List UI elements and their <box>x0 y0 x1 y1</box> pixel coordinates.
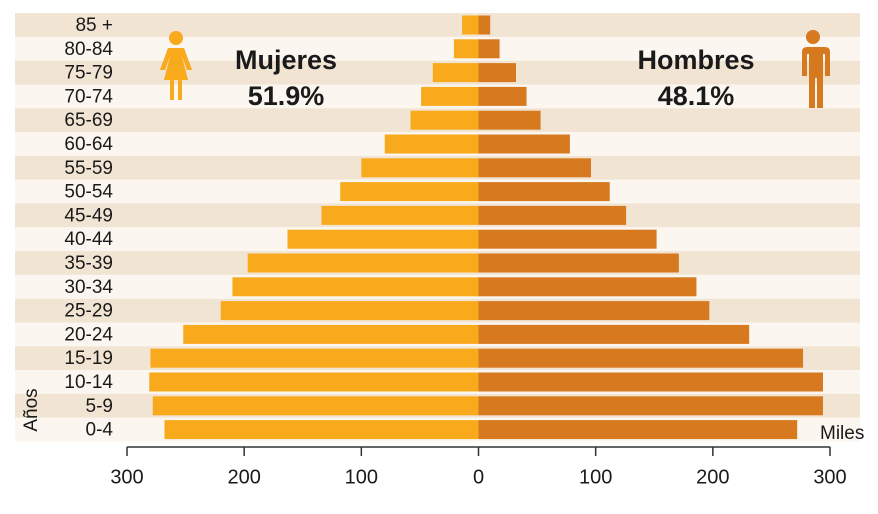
bar <box>410 110 479 130</box>
women-label: Mujeres <box>235 45 337 75</box>
x-tick-label: 100 <box>345 466 378 488</box>
bar <box>421 86 479 106</box>
row-stripe <box>15 13 860 37</box>
bar <box>340 182 479 202</box>
men-share: 48.1% <box>658 81 735 111</box>
bar <box>478 63 516 83</box>
category-label: 15-19 <box>64 348 113 369</box>
bar <box>287 229 479 249</box>
category-label: 70-74 <box>64 86 113 107</box>
bar <box>478 39 500 59</box>
category-label: 75-79 <box>64 63 113 84</box>
bar <box>478 420 798 440</box>
bar <box>247 253 479 273</box>
bar <box>220 301 479 321</box>
bar <box>152 396 479 416</box>
bar <box>478 182 610 202</box>
bar <box>453 39 479 59</box>
bar <box>478 158 591 178</box>
bar <box>478 15 491 35</box>
man-icon <box>801 30 830 108</box>
bar <box>361 158 479 178</box>
bar <box>478 396 823 416</box>
bar <box>384 134 479 154</box>
bar <box>462 15 479 35</box>
bar <box>150 348 479 368</box>
category-label: 30-34 <box>64 277 113 298</box>
category-label: 85 + <box>75 15 113 36</box>
x-tick-label: 100 <box>579 466 612 488</box>
category-label: 0-4 <box>86 420 114 441</box>
bar <box>478 372 823 392</box>
category-label: 35-39 <box>64 253 113 274</box>
category-label: 80-84 <box>64 39 113 60</box>
bar <box>478 134 570 154</box>
category-label: 45-49 <box>64 205 113 226</box>
category-label: 55-59 <box>64 158 113 179</box>
bar <box>478 324 750 344</box>
bar <box>478 301 710 321</box>
x-tick-label: 200 <box>227 466 260 488</box>
category-label: 50-54 <box>64 182 113 203</box>
row-stripe <box>15 36 860 61</box>
bar <box>478 86 527 106</box>
category-label: 65-69 <box>64 110 113 131</box>
bars <box>149 15 823 440</box>
bar <box>478 277 697 297</box>
bar <box>164 420 479 440</box>
category-label: 40-44 <box>64 229 113 250</box>
category-label: 25-29 <box>64 301 113 322</box>
x-tick-label: 300 <box>110 466 143 488</box>
x-tick-label: 300 <box>813 466 846 488</box>
category-label: 20-24 <box>64 324 113 345</box>
bar <box>149 372 479 392</box>
x-tick-label: 200 <box>696 466 729 488</box>
y-axis-label: Años <box>21 388 42 431</box>
bar <box>478 205 627 225</box>
bar <box>432 63 479 83</box>
bar <box>232 277 479 297</box>
bar <box>478 348 804 368</box>
category-label: 60-64 <box>64 134 113 155</box>
x-axis-unit: Miles <box>820 423 864 444</box>
men-label: Hombres <box>637 45 754 75</box>
category-label: 5-9 <box>86 396 113 417</box>
bar <box>183 324 479 344</box>
bar <box>478 229 657 249</box>
category-label: 10-14 <box>64 372 113 393</box>
bar <box>478 110 541 130</box>
bar <box>478 253 679 273</box>
women-share: 51.9% <box>248 81 325 111</box>
bar <box>321 205 479 225</box>
woman-icon <box>160 31 192 100</box>
x-tick-label: 0 <box>473 466 484 488</box>
